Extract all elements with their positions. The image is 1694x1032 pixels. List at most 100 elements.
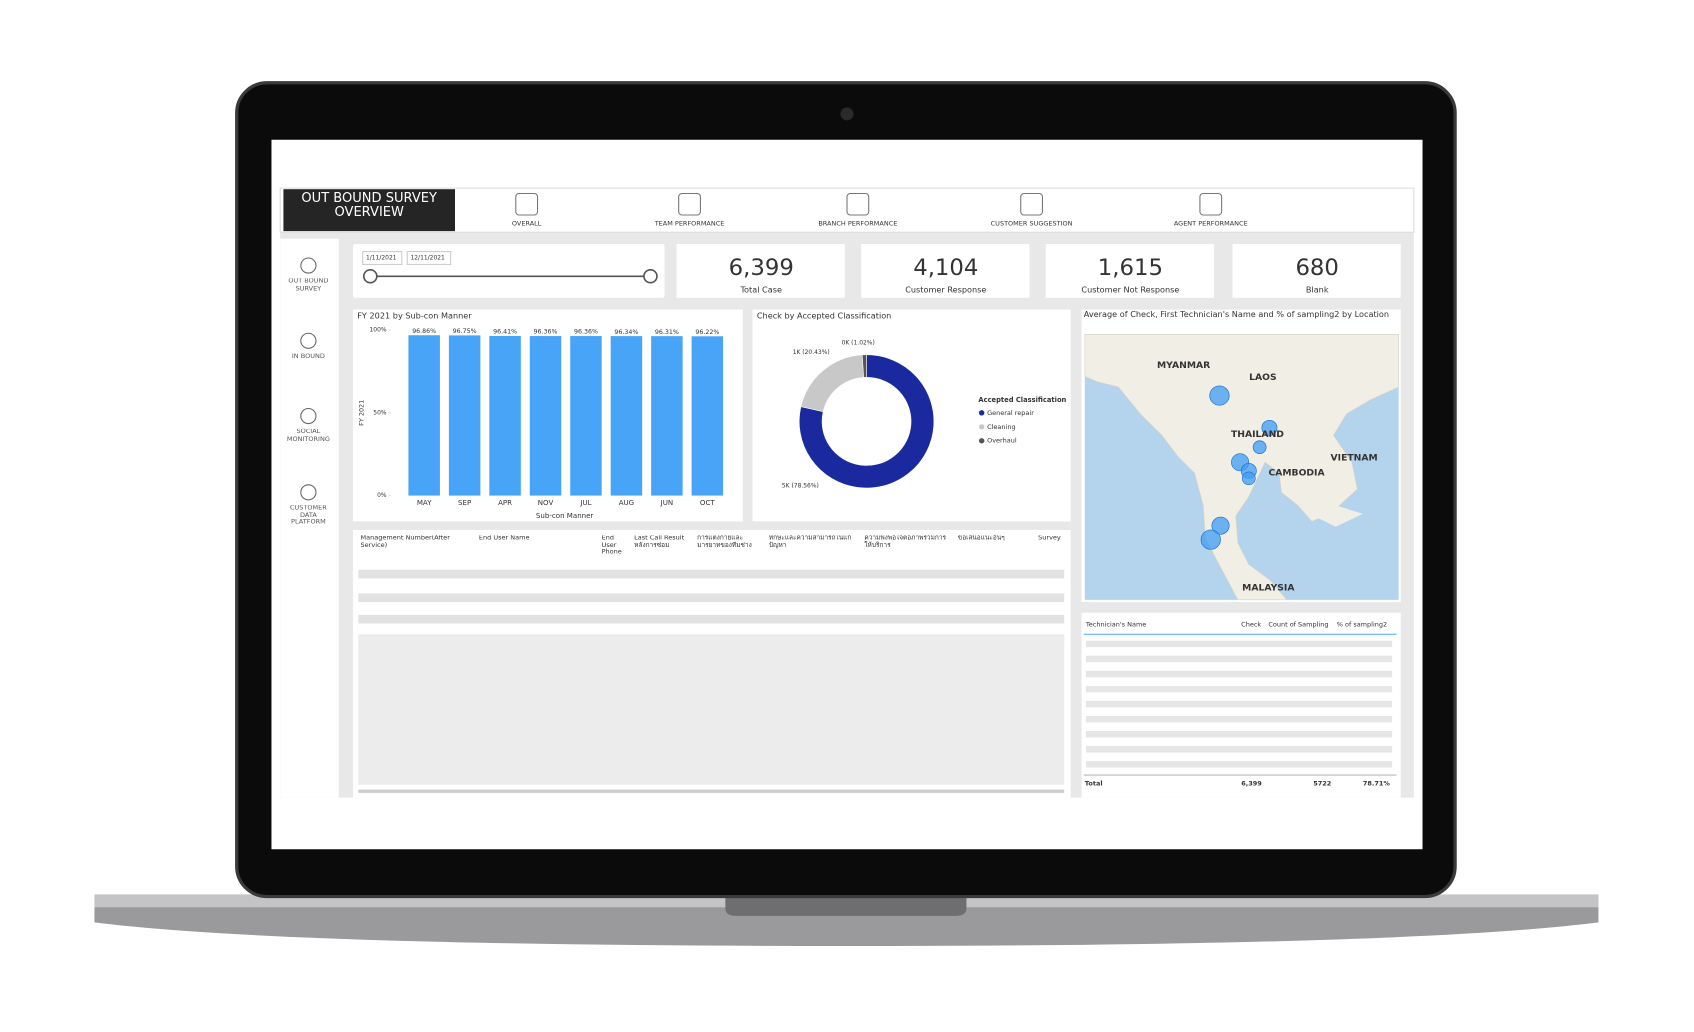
sidebar-label-wrap: OUT BOUND SURVEY bbox=[288, 278, 329, 292]
sidebar-icon[interactable] bbox=[300, 407, 317, 425]
bar-value-label: 96.34% bbox=[614, 329, 638, 336]
kpi-label: Customer Response bbox=[905, 285, 986, 295]
kpi-value: 680 bbox=[1295, 255, 1338, 281]
total-cell: Total bbox=[1085, 780, 1103, 788]
date-box[interactable] bbox=[406, 251, 452, 265]
kpi-card bbox=[1232, 244, 1401, 298]
slider-handle[interactable] bbox=[643, 269, 658, 284]
nav-label[interactable]: BRANCH PERFORMANCE bbox=[818, 220, 897, 228]
camera bbox=[840, 107, 854, 121]
legend-title: Accepted Classification bbox=[978, 396, 1066, 404]
blurred-row bbox=[358, 614, 1065, 624]
map-bubble[interactable] bbox=[1261, 420, 1278, 436]
column-header-wrap: Survey bbox=[1038, 535, 1061, 541]
donut-value-label: 1K (20.43%) bbox=[793, 349, 830, 356]
map-title-wrap: Average of Check, First Technician's Nam… bbox=[1083, 310, 1390, 320]
kpi-label: Blank bbox=[1306, 285, 1329, 295]
bar[interactable] bbox=[651, 336, 683, 496]
bar-value-label: 96.36% bbox=[534, 329, 558, 336]
nav-icon[interactable] bbox=[678, 192, 701, 216]
nav-label[interactable]: TEAM PERFORMANCE bbox=[654, 220, 725, 228]
bar[interactable] bbox=[489, 335, 521, 496]
blurred-row bbox=[1085, 670, 1393, 678]
map-place-label: VIETNAM bbox=[1331, 452, 1378, 463]
blurred-row bbox=[1085, 761, 1393, 768]
sidebar-label: OUT BOUND SURVEY bbox=[288, 278, 329, 292]
blurred-row bbox=[1085, 655, 1393, 663]
kpi-card bbox=[676, 244, 845, 298]
total-cell: 6,399 bbox=[1241, 780, 1262, 788]
sidebar-label-wrap: SOCIAL MONITORING bbox=[287, 429, 330, 442]
map-bubble[interactable] bbox=[1241, 471, 1256, 486]
nav-icon[interactable] bbox=[846, 192, 870, 216]
column-header: Count of Sampling bbox=[1268, 621, 1328, 629]
blurred-row bbox=[1085, 746, 1393, 753]
map-land bbox=[1313, 505, 1363, 527]
date-start: 1/11/2021 bbox=[366, 255, 397, 262]
legend-swatch bbox=[978, 424, 985, 430]
kpi-card bbox=[861, 244, 1030, 298]
nav-label[interactable]: AGENT PERFORMANCE bbox=[1174, 220, 1248, 228]
map-place-label: THAILAND bbox=[1231, 429, 1284, 440]
map-bubble[interactable] bbox=[1252, 440, 1267, 454]
bar[interactable] bbox=[570, 336, 602, 496]
nav-label[interactable]: CUSTOMER SUGGESTION bbox=[991, 220, 1073, 228]
map-bubble[interactable] bbox=[1200, 529, 1221, 550]
bar[interactable] bbox=[448, 335, 481, 496]
column-header: ความพึงพอใจต่อภาพรวมการให้บริการ bbox=[864, 535, 946, 549]
kpi-value: 4,104 bbox=[913, 255, 978, 281]
bar-value-label: 96.75% bbox=[453, 328, 477, 335]
bar-value-label: 96.31% bbox=[655, 329, 679, 336]
nav-icon[interactable] bbox=[1020, 192, 1044, 216]
x-tick-label: AUG bbox=[619, 498, 634, 507]
sidebar-label-wrap: CUSTOMER DATA PLATFORM bbox=[290, 505, 327, 525]
donut-slice[interactable] bbox=[798, 354, 935, 489]
column-header: Check bbox=[1241, 621, 1261, 629]
sidebar-icon[interactable] bbox=[300, 484, 317, 501]
laptop-notch bbox=[725, 896, 967, 916]
legend-label: Overhaul bbox=[987, 437, 1017, 445]
column-header: Technician's Name bbox=[1085, 621, 1146, 629]
map-bubble[interactable] bbox=[1211, 516, 1230, 535]
bar[interactable] bbox=[529, 336, 562, 496]
date-box[interactable] bbox=[362, 251, 403, 265]
map-bubble[interactable] bbox=[1209, 385, 1230, 406]
legend-swatch bbox=[978, 438, 985, 444]
x-tick-label: APR bbox=[498, 498, 512, 507]
column-header-wrap: ความพึงพอใจต่อภาพรวมการให้บริการ bbox=[864, 535, 946, 549]
bar[interactable] bbox=[408, 335, 440, 496]
bar[interactable] bbox=[691, 336, 724, 496]
column-header-wrap: ทักษะและความสามารถในแก้ปัญหา bbox=[768, 535, 852, 549]
nav-label[interactable]: OVERALL bbox=[512, 220, 542, 228]
sidebar-label-wrap: IN BOUND bbox=[291, 353, 325, 361]
blurred-row bbox=[1085, 640, 1393, 648]
donut-value-label: 5K (78.56%) bbox=[782, 482, 819, 489]
nav-icon[interactable] bbox=[1199, 192, 1223, 216]
legend-label: Cleaning bbox=[987, 423, 1016, 431]
x-tick-label: NOV bbox=[538, 498, 554, 507]
x-tick-label: MAY bbox=[417, 498, 432, 507]
column-header: ทักษะและความสามารถในแก้ปัญหา bbox=[768, 535, 852, 549]
blurred-row bbox=[1085, 685, 1393, 693]
chart-title: FY 2021 by Sub-con Manner bbox=[357, 311, 472, 321]
bar[interactable] bbox=[610, 336, 643, 496]
nav-icon[interactable] bbox=[515, 192, 539, 216]
donut-slice[interactable] bbox=[861, 354, 867, 378]
kpi-label: Customer Not Response bbox=[1081, 285, 1179, 295]
sidebar-icon[interactable] bbox=[300, 257, 317, 274]
column-header: Last Call Result หลังการซ่อม bbox=[634, 535, 685, 549]
blurred-row bbox=[1085, 715, 1393, 723]
kpi-value: 6,399 bbox=[729, 255, 794, 281]
x-tick-label: OCT bbox=[700, 498, 715, 507]
sidebar-icon[interactable] bbox=[300, 332, 317, 349]
chart-title: Check by Accepted Classification bbox=[757, 311, 891, 321]
legend-swatch bbox=[978, 410, 985, 416]
map-title: Average of Check, First Technician's Nam… bbox=[1083, 310, 1390, 320]
y-tick-label: 100% bbox=[370, 327, 387, 334]
x-tick-label: JUN bbox=[660, 498, 674, 507]
total-cell: 5722 bbox=[1313, 780, 1331, 788]
slider-handle[interactable] bbox=[362, 269, 378, 284]
sidebar-label: IN BOUND bbox=[291, 353, 325, 361]
x-tick-label: SEP bbox=[458, 498, 471, 507]
